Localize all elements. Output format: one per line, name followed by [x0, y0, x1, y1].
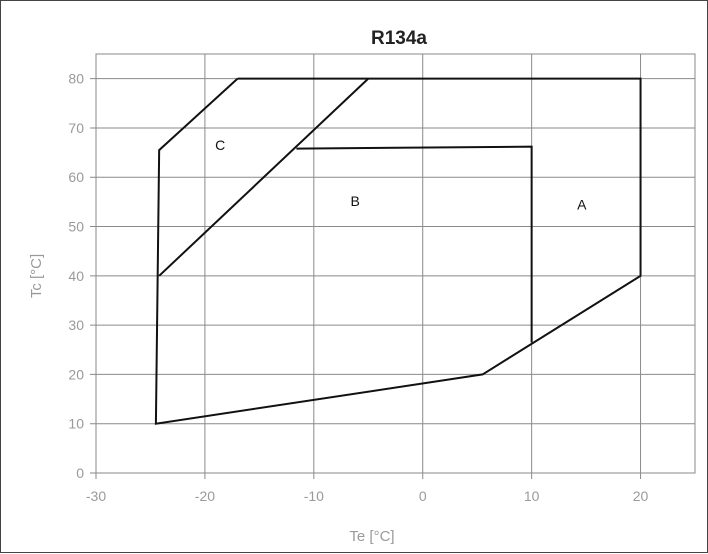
plot-border: [95, 53, 696, 474]
envelope-line-3: [296, 145, 533, 343]
x-axis-label: Te [°C]: [349, 528, 394, 545]
y-tick-label: 80: [68, 71, 84, 87]
region-label-c: C: [215, 137, 225, 153]
envelope-line-1: [154, 77, 642, 425]
series-layer: [154, 77, 642, 425]
region-label-a: A: [577, 196, 587, 212]
region-label-b: B: [351, 193, 360, 209]
y-tick-label: 50: [68, 219, 84, 235]
x-tick-label: 0: [419, 488, 427, 504]
y-tick-label: 40: [68, 268, 84, 284]
x-tick-label: 10: [524, 488, 540, 504]
y-tick-label: 10: [68, 416, 84, 432]
y-tick-label: 20: [68, 366, 84, 382]
tick-labels: -30 -20 -10 0 10 20 0 10 20 30 40 50 60 70 80: [68, 71, 648, 504]
y-tick-label: 60: [68, 169, 84, 185]
region-labels: C B A: [215, 137, 587, 212]
x-tick-label: -30: [86, 488, 106, 504]
y-tick-label: 0: [76, 465, 84, 481]
y-tick-label: 30: [68, 317, 84, 333]
y-axis-label: Tc [°C]: [28, 254, 45, 298]
grid: [90, 53, 696, 479]
chart-title: R134a: [371, 28, 427, 49]
x-tick-label: -20: [195, 488, 215, 504]
y-tick-label: 70: [68, 120, 84, 136]
x-tick-label: 20: [633, 488, 649, 504]
envelope-line-2: [158, 77, 369, 277]
x-tick-label: -10: [304, 488, 324, 504]
